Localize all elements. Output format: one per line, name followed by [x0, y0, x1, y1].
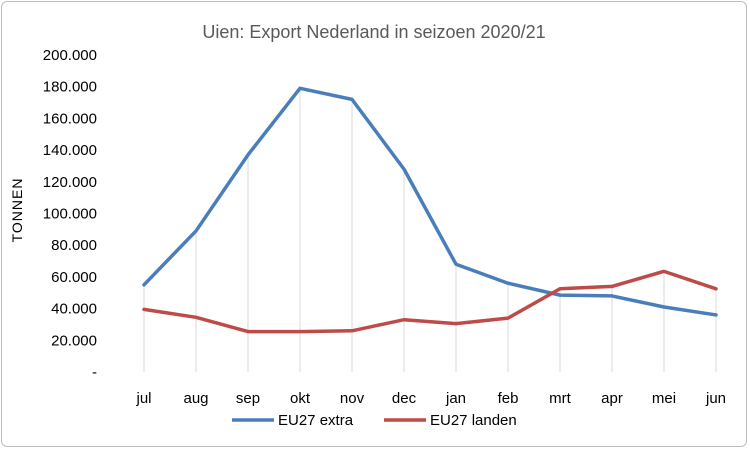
y-tick-label: 80.000: [51, 237, 97, 254]
y-tick-label: -: [92, 364, 97, 381]
y-tick-label: 100.000: [43, 206, 97, 223]
series-lines: [142, 86, 718, 334]
x-tick-label-mei: mei: [652, 390, 676, 407]
x-tick-label-jun: jun: [705, 390, 726, 407]
y-tick-label: 140.000: [43, 142, 97, 159]
x-tick-label-dec: dec: [392, 390, 417, 407]
y-tick-label: 160.000: [43, 110, 97, 127]
x-tick-label-nov: nov: [340, 390, 365, 407]
x-tick-label-okt: okt: [290, 390, 311, 407]
x-tick-labels: jul aug sep okt nov dec jan feb mrt apr mei jun: [135, 390, 726, 407]
y-tick-label: 180.000: [43, 79, 97, 96]
legend-label-1: EU27 extra: [278, 412, 354, 429]
x-tick-label-feb: feb: [498, 390, 519, 407]
x-tick-label-jul: jul: [135, 390, 151, 407]
y-tick-label: 60.000: [51, 269, 97, 286]
series-line-2: [142, 269, 718, 334]
gridlines: [143, 88, 717, 372]
x-tick-label-sep: sep: [236, 390, 260, 407]
legend-label-2: EU27 landen: [430, 412, 517, 429]
y-tick-label: 120.000: [43, 174, 97, 191]
legend: EU27 extra EU27 landen: [232, 412, 517, 429]
y-tick-labels: - 20.000 40.000 60.000 80.000 100.000 120.000 1…: [43, 47, 97, 381]
y-tick-label: 40.000: [51, 301, 97, 318]
x-tick-label-aug: aug: [183, 390, 208, 407]
series-line-1: [142, 86, 718, 317]
x-tick-label-mrt: mrt: [549, 390, 571, 407]
chart-title: Uien: Export Nederland in seizoen 2020/2…: [202, 22, 545, 42]
x-tick-label-jan: jan: [445, 390, 466, 407]
y-axis-label: TONNEN: [9, 178, 25, 243]
y-tick-label: 20.000: [51, 332, 97, 349]
x-tick-label-apr: apr: [601, 390, 623, 407]
y-tick-label: 200.000: [43, 47, 97, 64]
